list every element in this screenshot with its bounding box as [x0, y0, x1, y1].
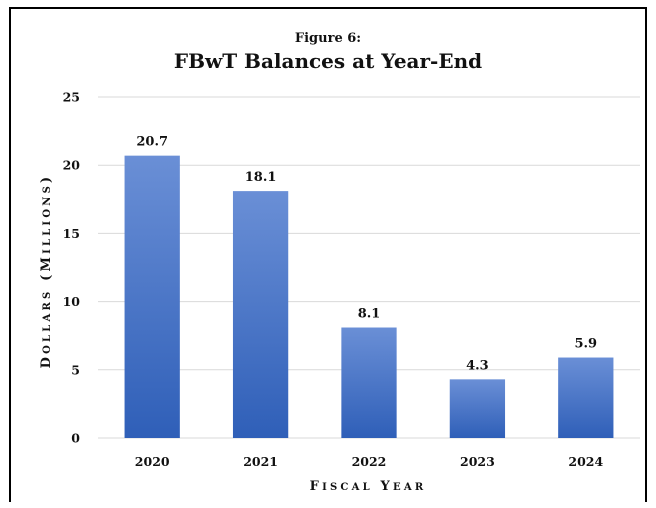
x-tick-label-2020: 2020 [135, 454, 170, 469]
figure-label: Figure 6: [295, 31, 361, 46]
x-axis-title: FISCAL YEAR [310, 479, 427, 494]
bar-2022 [341, 327, 397, 438]
chart-title: FBwT Balances at Year-End [174, 49, 482, 73]
x-tick-label-2024: 2024 [568, 454, 603, 469]
x-tick-label-2022: 2022 [352, 454, 387, 469]
y-tick-label: 15 [63, 226, 80, 241]
bar-2021 [232, 191, 289, 438]
data-label-2020: 20.7 [136, 135, 168, 150]
bar-2023 [449, 379, 506, 438]
data-label-2023: 4.3 [466, 358, 489, 373]
x-tick-label-2021: 2021 [243, 454, 278, 469]
bars [124, 155, 614, 439]
y-tick-label: 5 [71, 362, 80, 377]
data-labels: 20.7 18.1 8.1 4.3 5.9 [136, 135, 597, 374]
data-label-2024: 5.9 [574, 337, 597, 352]
bar-2024 [558, 357, 614, 438]
y-tick-label: 0 [71, 431, 80, 446]
data-label-2022: 8.1 [358, 307, 381, 322]
figure-frame [9, 7, 647, 502]
y-axis-title: DOLLARS (MILLIONS) [39, 174, 54, 369]
y-tick-label: 10 [63, 294, 81, 309]
y-tick-label: 20 [63, 158, 81, 173]
x-tick-label-2023: 2023 [460, 454, 495, 469]
data-label-2021: 18.1 [245, 170, 277, 185]
y-axis-ticks: 0 5 10 15 20 25 [63, 90, 81, 446]
bar-2020 [124, 155, 180, 439]
x-axis-ticks: 2020 2021 2022 2023 2024 [135, 454, 604, 469]
y-tick-label: 25 [63, 90, 80, 105]
